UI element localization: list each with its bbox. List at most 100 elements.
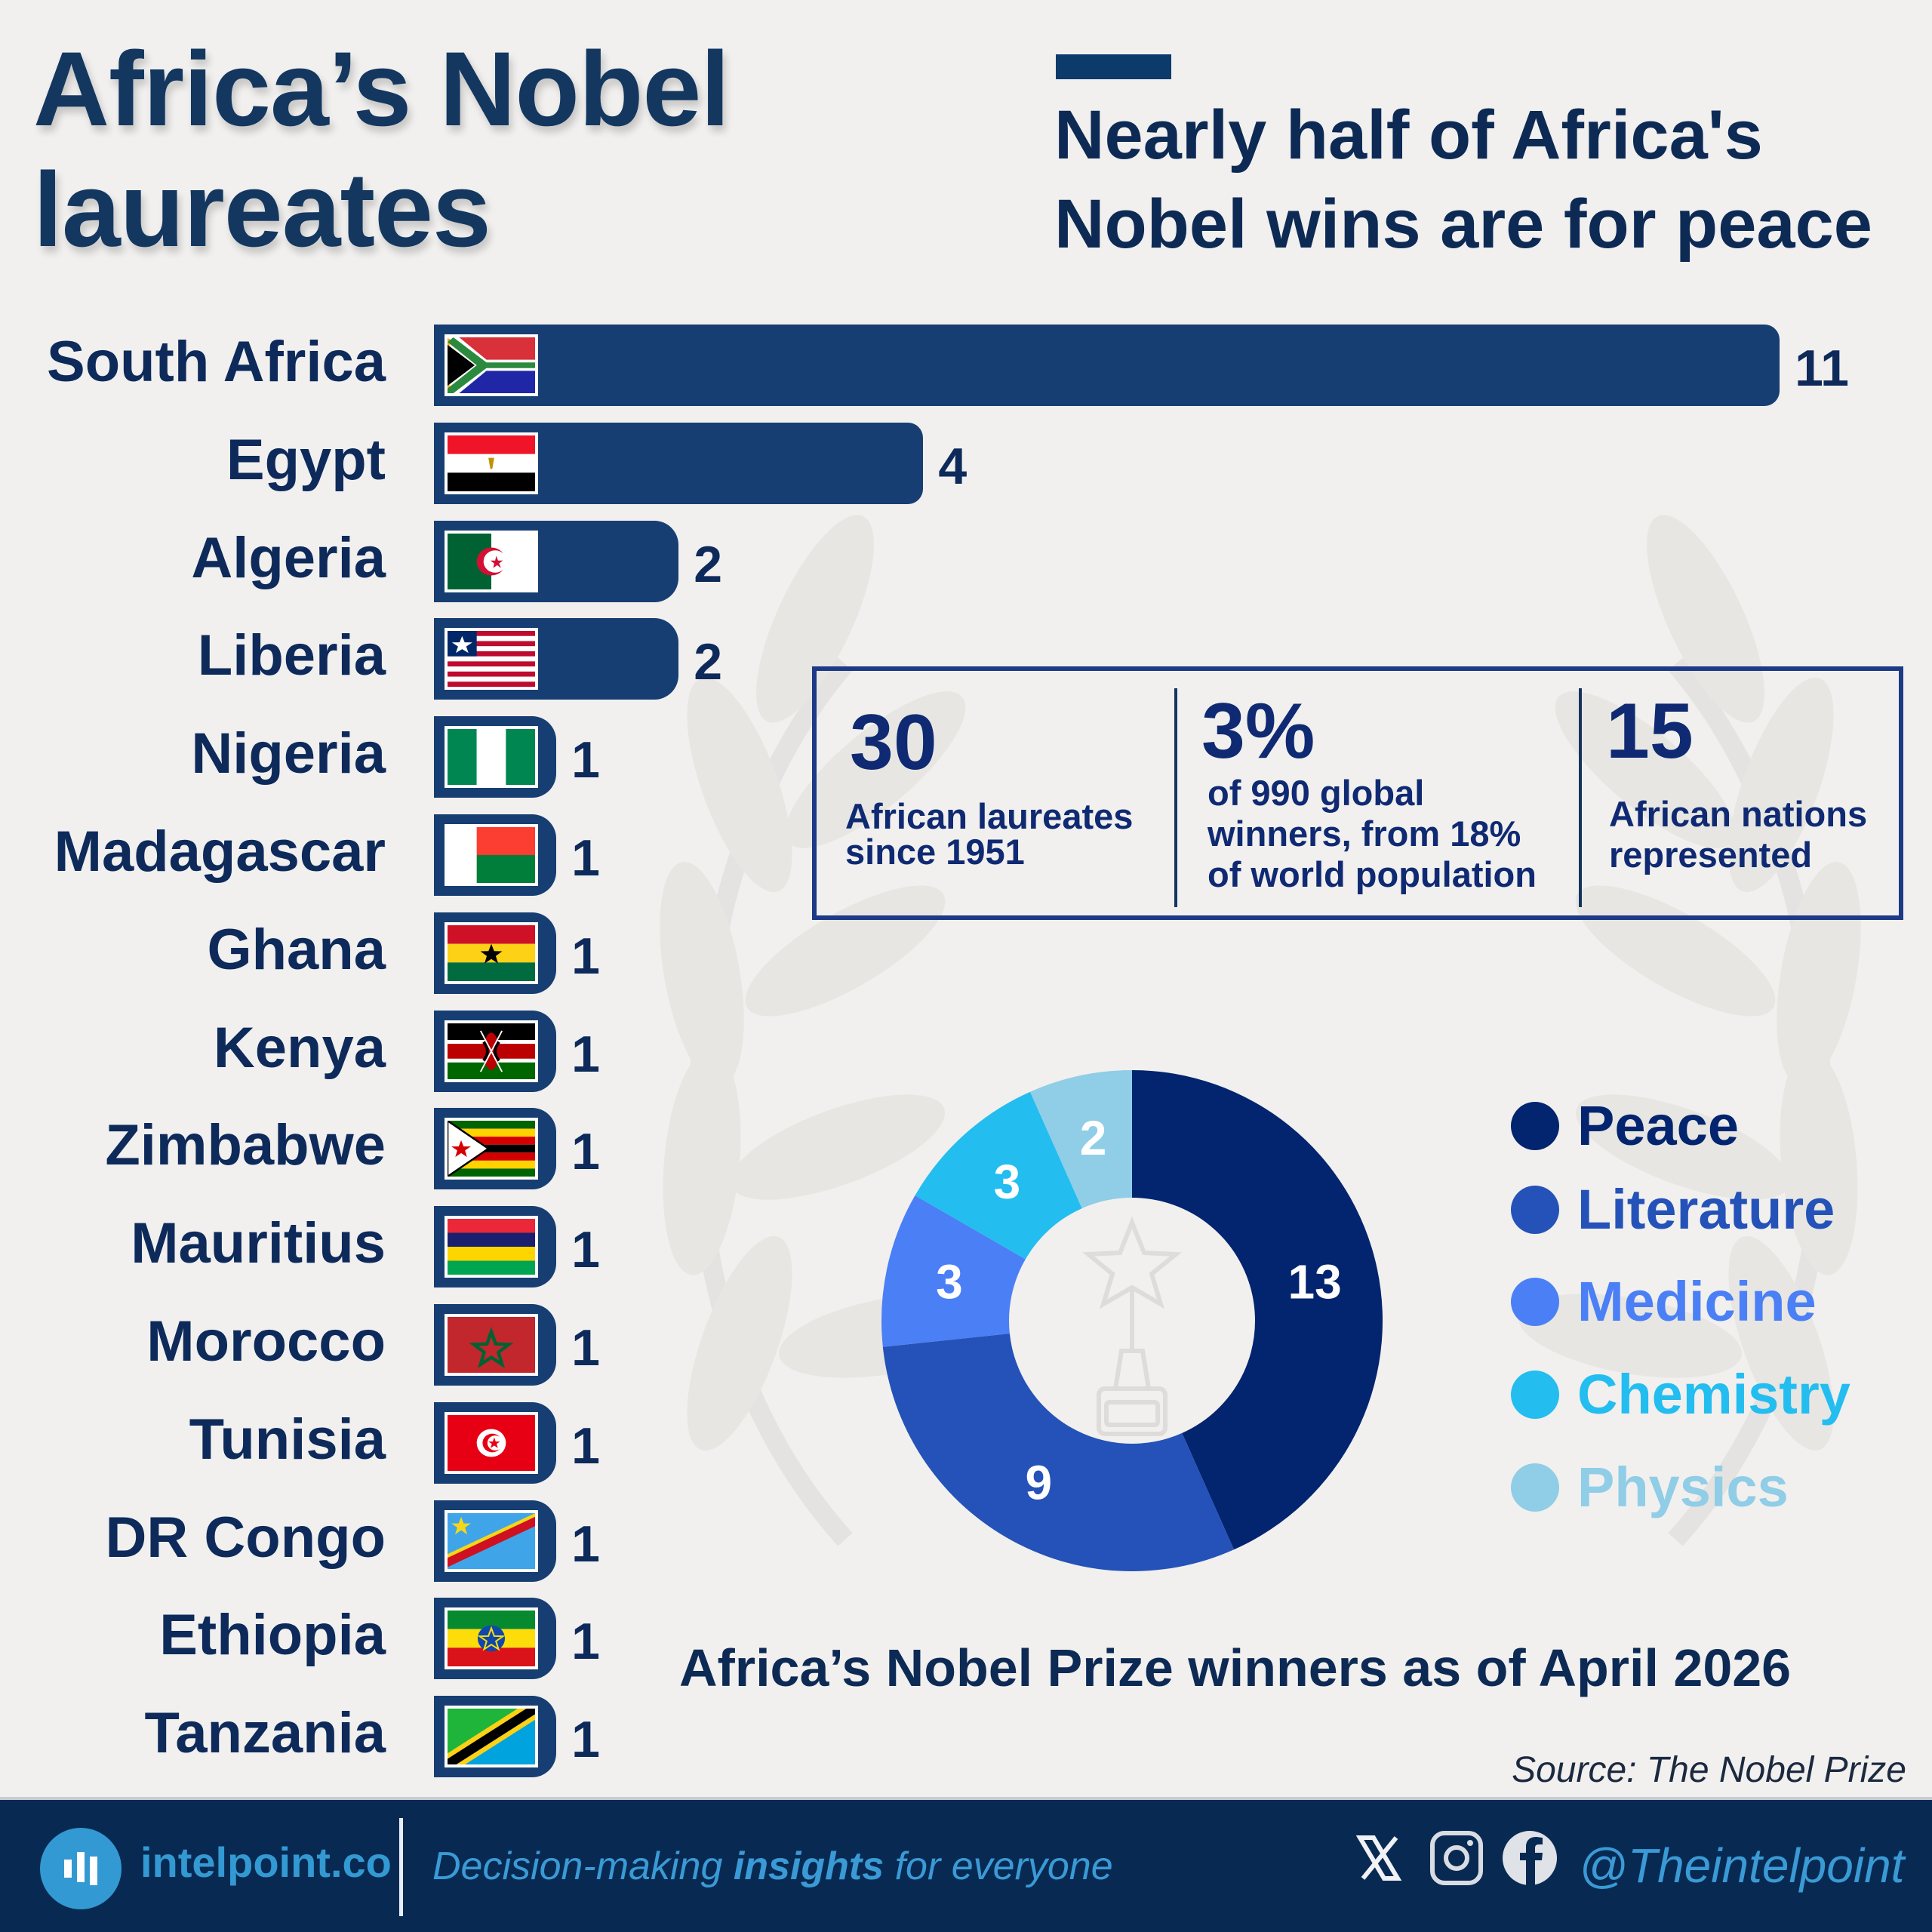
bar-label: Tanzania: [144, 1701, 386, 1766]
south-africa-flag-icon: [445, 334, 538, 396]
bar-label: Algeria: [191, 525, 386, 590]
liberia-flag-icon: [445, 628, 538, 691]
stats-divider: [1579, 688, 1582, 907]
stats-divider: [1174, 688, 1177, 907]
stat-label-line: of world population: [1208, 854, 1537, 894]
subtitle-line-2: Nobel wins are for peace: [1054, 186, 1872, 263]
bar: [434, 325, 1780, 406]
title-line-2: laureates: [33, 150, 491, 269]
bar: [434, 912, 557, 994]
legend-label: Medicine: [1577, 1270, 1817, 1333]
logo-text[interactable]: intelpoint.co: [140, 1838, 392, 1886]
donut-value-label: 9: [1025, 1455, 1052, 1509]
bar-value-label: 1: [571, 1025, 600, 1083]
bar-value-label: 1: [571, 1515, 600, 1573]
instagram-icon[interactable]: [1428, 1830, 1484, 1886]
donut-value-label: 13: [1287, 1255, 1341, 1309]
donut-value-label: 2: [1080, 1111, 1107, 1165]
bar: [434, 422, 924, 504]
stat-value: 15: [1606, 688, 1694, 775]
stat-laureates: 30 African laureates since 1951: [817, 671, 1175, 915]
country-bar-chart: South Africa 11 Egypt 4 Algeria 2 Liberia 2 Nige…: [0, 0, 1849, 1796]
legend-swatch: [1511, 1186, 1559, 1234]
bar: [434, 1304, 557, 1386]
algeria-flag-icon: [445, 530, 538, 592]
bar: [434, 1108, 557, 1190]
source-note: Source: The Nobel Prize: [1512, 1750, 1906, 1790]
donut-slice-chemistry: [915, 1091, 1082, 1260]
donut-value-label: 3: [994, 1155, 1021, 1209]
subtitle-line-1: Nearly half of Africa's: [1054, 97, 1763, 174]
stat-nations: 15 African nations represented: [1583, 671, 1900, 915]
stat-label-line: represented: [1609, 835, 1813, 875]
legend-label: Peace: [1577, 1094, 1739, 1157]
bar: [434, 814, 557, 896]
bar-value-label: 11: [1795, 340, 1849, 397]
tagline-pre: Decision-making: [432, 1844, 734, 1888]
bar: [434, 1206, 557, 1288]
stat-label-line: winners, from 18%: [1208, 814, 1521, 854]
legend-label: Chemistry: [1577, 1363, 1850, 1426]
donut-value-label: 3: [936, 1255, 963, 1309]
stat-value: 3%: [1201, 688, 1315, 775]
bar-label: South Africa: [47, 330, 386, 394]
stat-label-line: African nations: [1609, 794, 1868, 834]
stats-box: 30 African laureates since 1951 3% of 99…: [812, 666, 1903, 920]
subtitle: Nearly half of Africa's Nobel wins are f…: [1054, 91, 1872, 269]
footer-bar: intelpoint.co Decision-making insights f…: [0, 1797, 1932, 1932]
bar-label: Kenya: [213, 1015, 386, 1080]
chart-caption: Africa’s Nobel Prize winners as of April…: [679, 1638, 1792, 1697]
stat-share: 3% of 990 global winners, from 18% of wo…: [1179, 671, 1579, 915]
bar-value-label: 1: [571, 927, 600, 985]
legend-item-chemistry: Chemistry: [1511, 1364, 1850, 1425]
bar-label: DR Congo: [105, 1505, 386, 1570]
bar: [434, 716, 557, 798]
social-handle[interactable]: @Theintelpoint: [1579, 1838, 1905, 1893]
bar-value-label: 2: [694, 535, 723, 593]
bar-value-label: 1: [571, 1613, 600, 1671]
bar-value-label: 1: [571, 1221, 600, 1279]
bar-label: Ghana: [207, 917, 386, 982]
bar-value-label: 1: [571, 1417, 600, 1475]
stat-label-line: of 990 global: [1208, 773, 1425, 813]
bar: [434, 1696, 557, 1778]
bar-value-label: 1: [571, 1711, 600, 1769]
bar-value-label: 1: [571, 829, 600, 887]
subtitle-accent-bar: [1056, 54, 1171, 79]
mauritius-flag-icon: [445, 1216, 538, 1278]
bar-label: Morocco: [146, 1309, 386, 1374]
bar-label: Ethiopia: [159, 1603, 386, 1668]
bar-label: Zimbabwe: [105, 1113, 386, 1178]
donut-slice-literature: [882, 1334, 1235, 1571]
nigeria-flag-icon: [445, 726, 538, 789]
bar: [434, 1401, 557, 1484]
donut-slice-physics: [1029, 1070, 1132, 1209]
stat-label-line: since 1951: [845, 832, 1025, 872]
bar-label: Tunisia: [189, 1407, 386, 1472]
tagline-bold: insights: [733, 1844, 884, 1888]
category-donut-chart: 13 9 33 2: [881, 1070, 1383, 1571]
bar-value-label: 4: [938, 437, 968, 495]
bar: [434, 1010, 557, 1092]
legend-item-literature: Literature: [1511, 1180, 1835, 1240]
facebook-icon[interactable]: [1502, 1830, 1558, 1886]
legend-item-peace: Peace: [1511, 1096, 1739, 1156]
bar: [434, 1598, 557, 1680]
bar: [434, 618, 679, 700]
intelpoint-logo-icon[interactable]: [40, 1828, 122, 1909]
x-icon[interactable]: [1351, 1830, 1407, 1886]
dr-congo-flag-icon: [445, 1509, 538, 1572]
bar-value-label: 1: [571, 1123, 600, 1181]
legend-item-physics: Physics: [1511, 1457, 1789, 1518]
donut-slice-peace: [1132, 1070, 1383, 1550]
bar-label: Liberia: [197, 623, 386, 688]
morocco-flag-icon: [445, 1314, 538, 1376]
legend-label: Physics: [1577, 1456, 1789, 1518]
legend-swatch: [1511, 1278, 1559, 1326]
bar: [434, 1500, 557, 1582]
tagline-post: for everyone: [884, 1844, 1113, 1888]
stat-value: 30: [850, 699, 937, 786]
zimbabwe-flag-icon: [445, 1118, 538, 1180]
legend-swatch: [1511, 1371, 1559, 1419]
legend-label: Literature: [1577, 1178, 1835, 1241]
